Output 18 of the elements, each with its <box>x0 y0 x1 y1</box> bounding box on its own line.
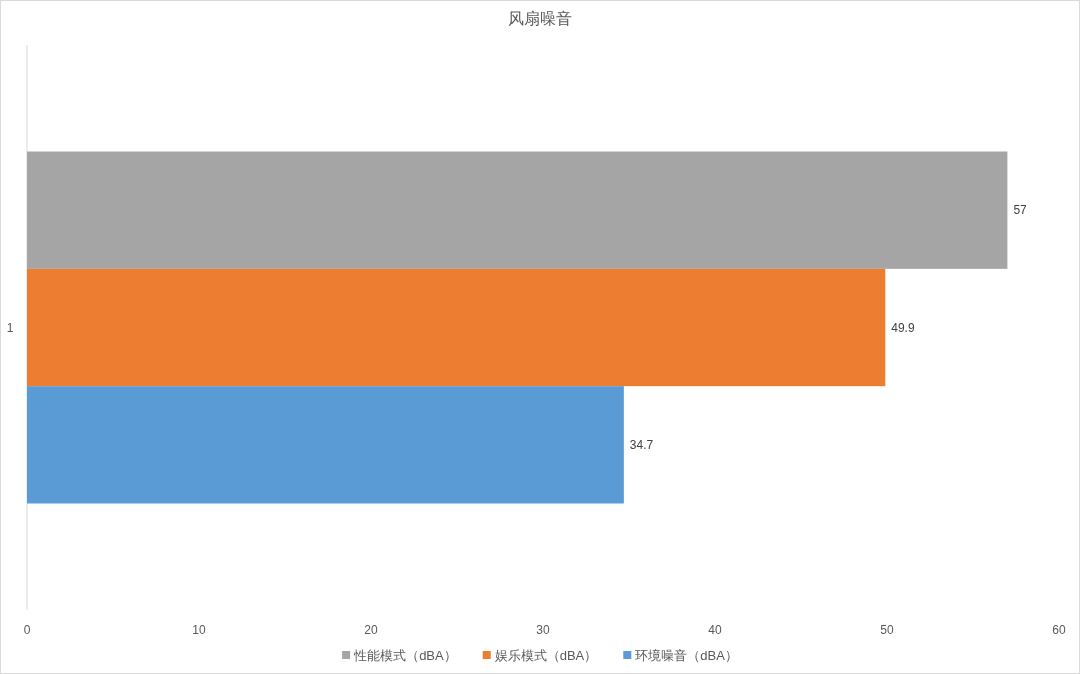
bar <box>27 151 1008 269</box>
data-label: 49.9 <box>891 320 915 335</box>
chart-title: 风扇噪音 <box>508 9 572 27</box>
data-label: 57 <box>1013 203 1028 218</box>
bar <box>27 386 624 504</box>
x-tick-label: 40 <box>708 623 722 637</box>
legend-label: 环境噪音（dBA） <box>635 647 738 663</box>
data-label: 34.7 <box>629 437 654 452</box>
legend-label: 性能模式（dBA） <box>353 647 457 663</box>
x-tick-label: 0 <box>23 623 31 637</box>
bar <box>27 268 886 387</box>
x-tick-label: 60 <box>1052 623 1066 637</box>
x-tick-label: 10 <box>192 623 206 637</box>
legend-label: 娱乐模式（dBA） <box>494 647 598 663</box>
x-tick-label: 30 <box>536 623 550 637</box>
x-tick-label: 50 <box>880 623 894 637</box>
x-tick-label: 20 <box>364 623 378 637</box>
y-tick-label: 1 <box>6 320 14 335</box>
